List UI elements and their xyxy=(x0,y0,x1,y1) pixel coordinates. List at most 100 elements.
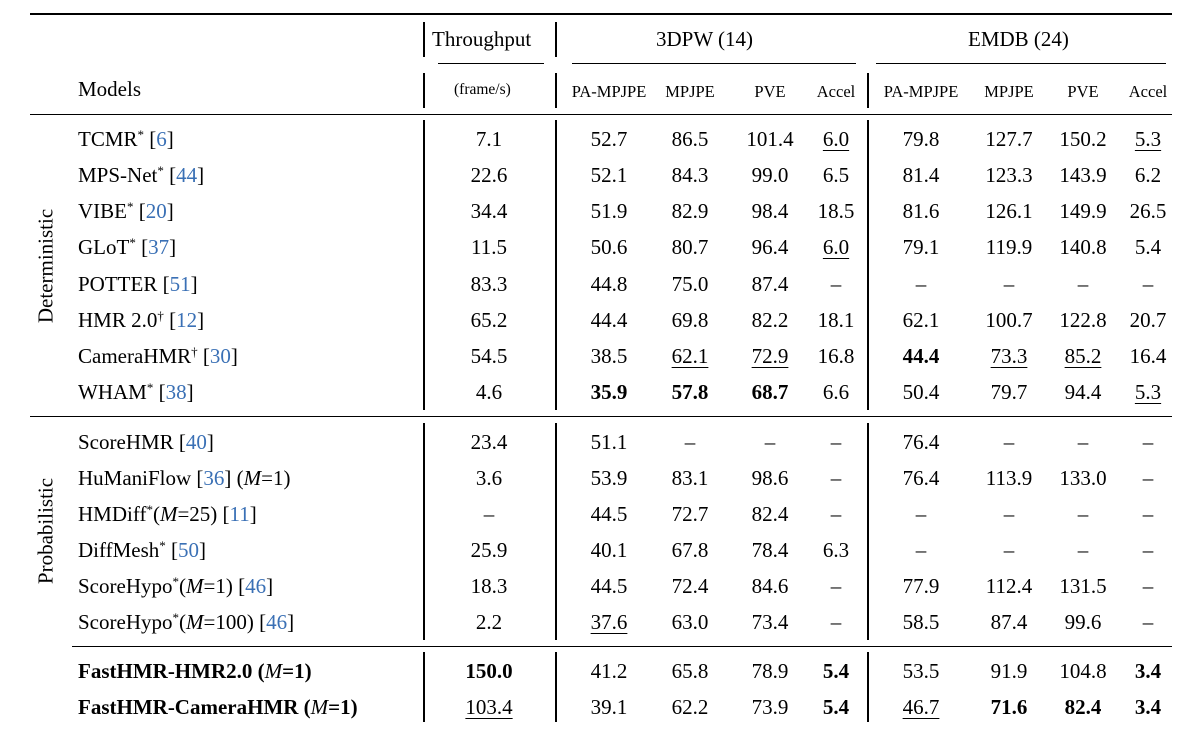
3dpw-pa-mpjpe-value: 52.7 xyxy=(590,127,628,151)
model-name-text: TCMR xyxy=(78,127,138,151)
emdb-mpjpe-value: 113.9 xyxy=(985,466,1033,490)
superscript-marker: * xyxy=(172,574,179,589)
throughput-value: 4.6 xyxy=(475,380,503,404)
citation-link[interactable]: 11 xyxy=(229,502,250,526)
3dpw-pve-value: 68.7 xyxy=(751,380,789,404)
citation-link[interactable]: 20 xyxy=(145,199,167,223)
math-variable: M xyxy=(264,659,283,683)
model-name-text: CameraHMR xyxy=(78,344,192,368)
emdb-accel-value: – xyxy=(1142,430,1154,454)
ours-rule xyxy=(72,646,1172,647)
emdb-accel-value: 6.2 xyxy=(1134,163,1162,187)
3dpw-pa-mpjpe-value: 40.1 xyxy=(590,538,628,562)
citation-link[interactable]: 40 xyxy=(185,430,207,454)
superscript-marker: † xyxy=(191,344,198,359)
3dpw-pa-mpjpe-value: 53.9 xyxy=(590,466,628,490)
vertical-rule xyxy=(867,652,869,722)
emdb-pa-mpjpe-value: 53.5 xyxy=(902,659,940,683)
emdb-mpjpe-value: 79.7 xyxy=(990,380,1028,404)
vertical-rule xyxy=(555,22,557,57)
model-name-text: ScoreHypo xyxy=(78,574,173,598)
emdb-pve-value: 122.8 xyxy=(1059,308,1107,332)
math-variable: M xyxy=(185,574,204,598)
superscript-marker: * xyxy=(172,610,179,625)
superscript-marker: * xyxy=(146,502,153,517)
emdb-accel-value: – xyxy=(1142,538,1154,562)
model-name: ScoreHypo*(M=1) [46] xyxy=(78,574,273,598)
3dpw-accel-value: 6.3 xyxy=(822,538,850,562)
throughput-value: 3.6 xyxy=(475,466,503,490)
header-emdb-accel: Accel xyxy=(1128,82,1168,101)
citation-link[interactable]: 44 xyxy=(176,163,198,187)
model-name-text: ] xyxy=(206,430,214,454)
citation-link[interactable]: 6 xyxy=(156,127,167,151)
emdb-pve-value: 133.0 xyxy=(1059,466,1107,490)
emdb-pa-mpjpe-value: 44.4 xyxy=(902,344,940,368)
citation-link[interactable]: 46 xyxy=(245,574,267,598)
citation-link[interactable]: 50 xyxy=(178,538,200,562)
model-name-text: ] ( xyxy=(224,466,244,490)
3dpw-pa-mpjpe-value: 38.5 xyxy=(590,344,628,368)
citation-link[interactable]: 12 xyxy=(176,308,198,332)
throughput-value: 103.4 xyxy=(465,695,513,719)
math-variable: M xyxy=(310,695,329,719)
model-name: TCMR* [6] xyxy=(78,127,174,151)
model-name-text: ( xyxy=(152,502,160,526)
model-name-text: =1) xyxy=(282,659,312,683)
vertical-rule xyxy=(423,120,425,410)
citation-link[interactable]: 37 xyxy=(148,235,170,259)
3dpw-mpjpe-value: 80.7 xyxy=(671,235,709,259)
emdb-pa-mpjpe-value: – xyxy=(915,272,927,296)
3dpw-pa-mpjpe-value: 44.5 xyxy=(590,574,628,598)
header-emdb-pa-mpjpe: PA-MPJPE xyxy=(883,82,959,101)
model-name-text: FastHMR-HMR2.0 ( xyxy=(78,659,265,683)
3dpw-mpjpe-value: 82.9 xyxy=(671,199,709,223)
model-name-text: ScoreHypo xyxy=(78,610,173,634)
emdb-pa-mpjpe-value: 81.4 xyxy=(902,163,940,187)
3dpw-accel-value: – xyxy=(830,272,842,296)
model-name-text: [ xyxy=(153,380,166,404)
emdb-accel-value: – xyxy=(1142,610,1154,634)
model-name-text: ] xyxy=(266,574,274,598)
emdb-mpjpe-value: 112.4 xyxy=(985,574,1033,598)
emdb-accel-value: – xyxy=(1142,466,1154,490)
cmidrule-3dpw xyxy=(572,63,856,64)
3dpw-mpjpe-value: 65.8 xyxy=(671,659,709,683)
3dpw-pve-value: 87.4 xyxy=(751,272,789,296)
citation-link[interactable]: 30 xyxy=(209,344,231,368)
3dpw-pa-mpjpe-value: 35.9 xyxy=(590,380,628,404)
model-name-text: MPS-Net xyxy=(78,163,158,187)
model-name: CameraHMR† [30] xyxy=(78,344,238,368)
vertical-rule xyxy=(555,120,557,410)
throughput-value: 22.6 xyxy=(470,163,508,187)
model-name-text: ] xyxy=(166,127,174,151)
emdb-mpjpe-value: 119.9 xyxy=(985,235,1033,259)
emdb-pa-mpjpe-value: 62.1 xyxy=(902,308,940,332)
3dpw-pa-mpjpe-value: 44.4 xyxy=(590,308,628,332)
section-rule xyxy=(30,416,1172,417)
3dpw-pve-value: 84.6 xyxy=(751,574,789,598)
superscript-marker: * xyxy=(146,380,154,395)
throughput-value: – xyxy=(483,502,495,526)
citation-link[interactable]: 46 xyxy=(266,610,288,634)
model-name: HuManiFlow [36] (M=1) xyxy=(78,466,291,490)
model-name-text: ] xyxy=(169,235,177,259)
header-emdb: EMDB (24) xyxy=(968,27,1069,51)
citation-link[interactable]: 51 xyxy=(169,272,191,296)
3dpw-mpjpe-value: 83.1 xyxy=(671,466,709,490)
3dpw-pa-mpjpe-value: 44.5 xyxy=(590,502,628,526)
citation-link[interactable]: 36 xyxy=(203,466,225,490)
model-name: VIBE* [20] xyxy=(78,199,174,223)
model-name: HMR 2.0† [12] xyxy=(78,308,204,332)
citation-link[interactable]: 38 xyxy=(165,380,187,404)
emdb-pve-value: 143.9 xyxy=(1059,163,1107,187)
model-name-text: ScoreHMR [ xyxy=(78,430,186,454)
emdb-accel-value: 26.5 xyxy=(1129,199,1167,223)
model-name-text: [ xyxy=(135,235,149,259)
3dpw-pa-mpjpe-value: 52.1 xyxy=(590,163,628,187)
header-emdb-pve: PVE xyxy=(1067,82,1099,101)
model-name: DiffMesh* [50] xyxy=(78,538,206,562)
math-variable: M xyxy=(159,502,178,526)
header-emdb-mpjpe: MPJPE xyxy=(984,82,1034,101)
model-name-text: [ xyxy=(165,538,179,562)
